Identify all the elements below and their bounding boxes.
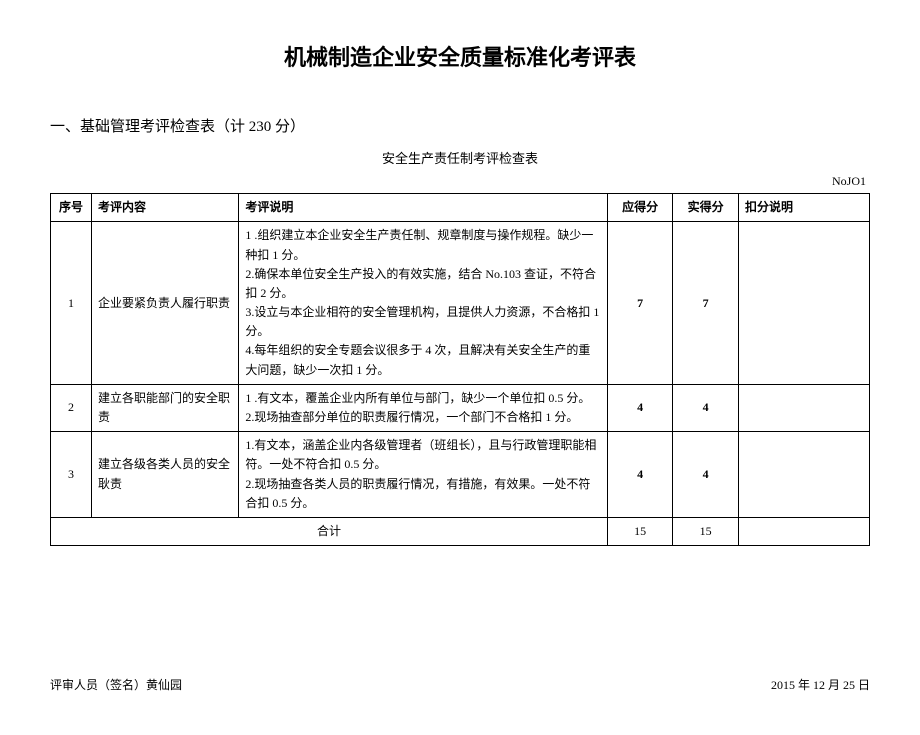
cell-should: 7 [607,222,673,385]
cell-desc: 1 .组织建立本企业安全生产责任制、规章制度与操作规程。缺少一种扣 1 分。2.… [239,222,608,385]
cell-actual: 4 [673,432,739,518]
evaluation-table: 序号 考评内容 考评说明 应得分 实得分 扣分说明 1企业要紧负责人履行职责1 … [50,193,870,546]
cell-deduct [738,222,869,385]
cell-content: 企业要紧负责人履行职责 [91,222,238,385]
cell-content: 建立各级各类人员的安全耿责 [91,432,238,518]
desc-line: 1.有文本，涵盖企业内各级管理者（班组长），且与行政管理职能相符。一处不符合扣 … [245,436,601,474]
table-code: NoJO1 [50,172,870,191]
cell-seq: 1 [51,222,92,385]
table-row: 3建立各级各类人员的安全耿责1.有文本，涵盖企业内各级管理者（班组长），且与行政… [51,432,870,518]
cell-actual: 4 [673,384,739,431]
table-caption: 安全生产责任制考评检查表 [50,149,870,170]
desc-line: 1 .有文本，覆盖企业内所有单位与部门，缺少一个单位扣 0.5 分。 [245,389,601,408]
total-label: 合计 [51,517,608,545]
desc-line: 4.每年组织的安全专题会议很多于 4 次，且解决有关安全生产的重大问题，缺少一次… [245,341,601,379]
table-row: 1企业要紧负责人履行职责1 .组织建立本企业安全生产责任制、规章制度与操作规程。… [51,222,870,385]
cell-desc: 1 .有文本，覆盖企业内所有单位与部门，缺少一个单位扣 0.5 分。2.现场抽查… [239,384,608,431]
desc-line: 1 .组织建立本企业安全生产责任制、规章制度与操作规程。缺少一种扣 1 分。 [245,226,601,264]
desc-line: 3.设立与本企业相符的安全管理机构，且提供人力资源，不合格扣 1 分。 [245,303,601,341]
total-should: 15 [607,517,673,545]
desc-line: 2.现场抽查部分单位的职责履行情况，一个部门不合格扣 1 分。 [245,408,601,427]
cell-should: 4 [607,384,673,431]
header-should: 应得分 [607,194,673,222]
cell-deduct [738,432,869,518]
cell-seq: 2 [51,384,92,431]
table-row: 2建立各职能部门的安全职责1 .有文本，覆盖企业内所有单位与部门，缺少一个单位扣… [51,384,870,431]
header-deduct: 扣分说明 [738,194,869,222]
total-deduct [738,517,869,545]
header-actual: 实得分 [673,194,739,222]
cell-actual: 7 [673,222,739,385]
cell-content: 建立各职能部门的安全职责 [91,384,238,431]
footer-date: 2015 年 12 月 25 日 [771,676,870,695]
header-content: 考评内容 [91,194,238,222]
footer: 评审人员（签名）黄仙园 2015 年 12 月 25 日 [50,676,870,695]
total-actual: 15 [673,517,739,545]
cell-deduct [738,384,869,431]
desc-line: 2.现场抽查各类人员的职责履行情况，有措施，有效果。一处不符合扣 0.5 分。 [245,475,601,513]
document-title: 机械制造企业安全质量标准化考评表 [50,40,870,75]
desc-line: 2.确保本单位安全生产投入的有效实施，结合 No.103 查证，不符合扣 2 分… [245,265,601,303]
cell-should: 4 [607,432,673,518]
total-row: 合计 15 15 [51,517,870,545]
header-desc: 考评说明 [239,194,608,222]
reviewer-signature: 评审人员（签名）黄仙园 [50,676,182,695]
cell-seq: 3 [51,432,92,518]
header-seq: 序号 [51,194,92,222]
table-header-row: 序号 考评内容 考评说明 应得分 实得分 扣分说明 [51,194,870,222]
section-heading: 一、基础管理考评检查表（计 230 分） [50,115,870,139]
cell-desc: 1.有文本，涵盖企业内各级管理者（班组长），且与行政管理职能相符。一处不符合扣 … [239,432,608,518]
table-body: 1企业要紧负责人履行职责1 .组织建立本企业安全生产责任制、规章制度与操作规程。… [51,222,870,518]
